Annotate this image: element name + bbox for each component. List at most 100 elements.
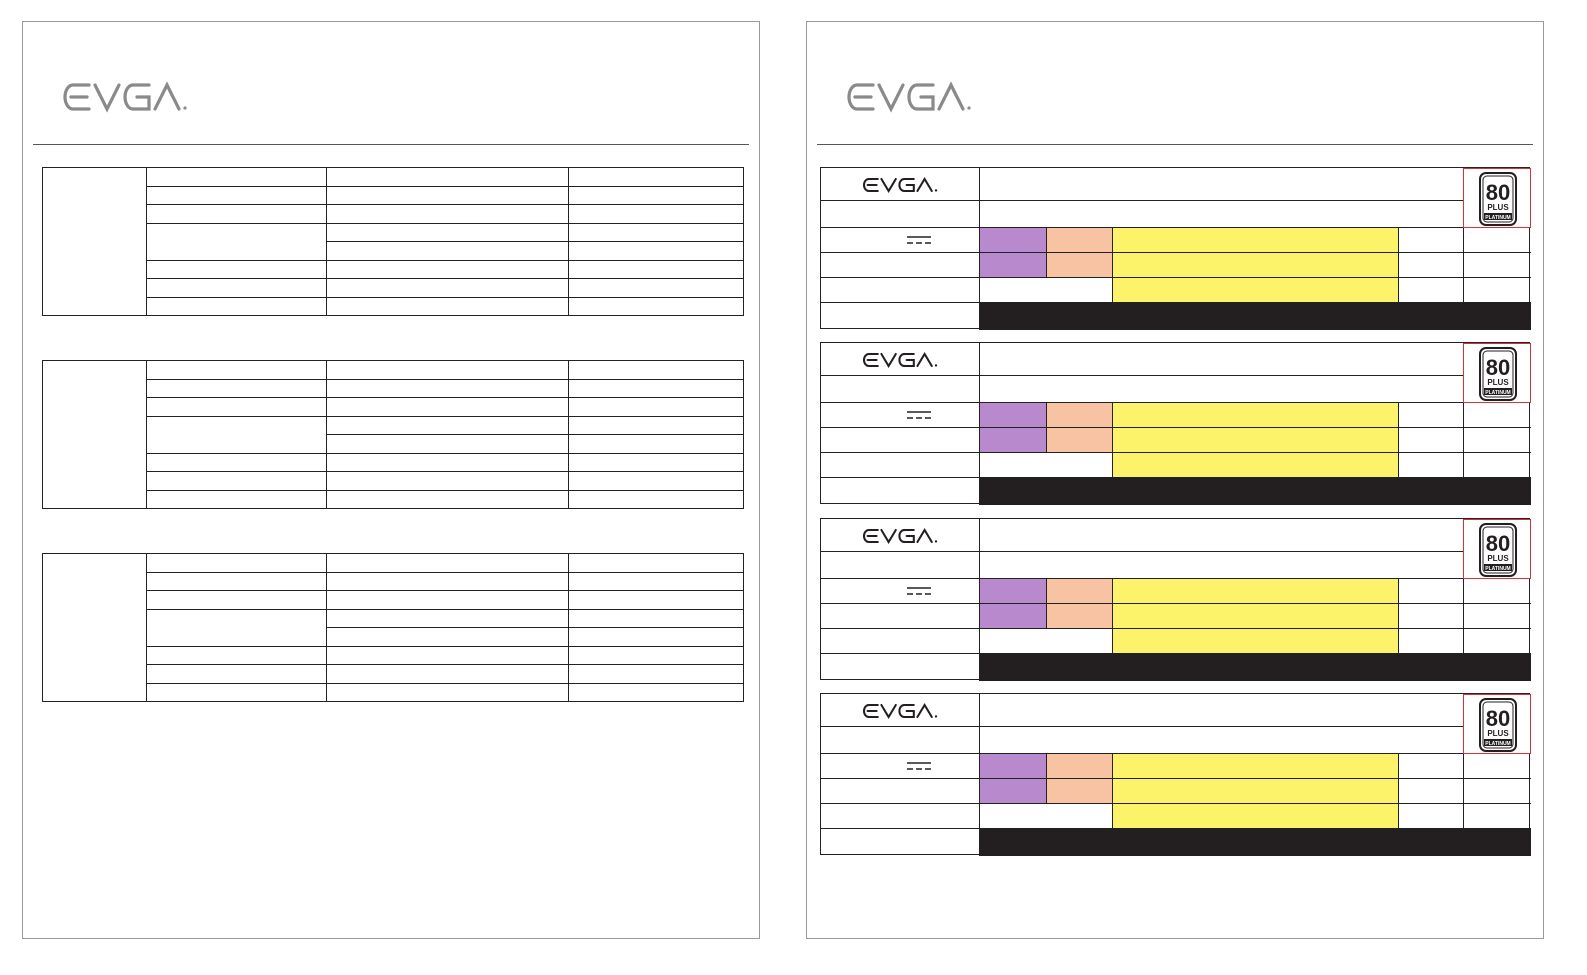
svg-text:PLUS: PLUS bbox=[1487, 729, 1509, 738]
label-grid-row bbox=[980, 629, 1531, 654]
label-row-cell bbox=[821, 453, 980, 478]
svg-text:80: 80 bbox=[1486, 531, 1510, 556]
spec-page-left bbox=[22, 21, 760, 939]
label-model-cell bbox=[821, 552, 980, 579]
label-black-bar bbox=[980, 654, 1531, 681]
table-row bbox=[147, 168, 743, 187]
80plus-badge-frame: 80 PLUS PLATINUM bbox=[1463, 343, 1531, 403]
label-grid-row bbox=[980, 804, 1531, 829]
spec-table bbox=[42, 553, 744, 702]
80plus-badge-frame: 80 PLUS PLATINUM bbox=[1463, 694, 1531, 754]
label-dc-cell bbox=[821, 403, 980, 428]
label-row-cell bbox=[821, 779, 980, 804]
svg-text:80: 80 bbox=[1486, 180, 1510, 205]
label-row-cell bbox=[821, 478, 980, 505]
dc-symbol-icon bbox=[907, 762, 931, 770]
evga-logo bbox=[862, 528, 938, 544]
label-logo-cell bbox=[821, 519, 980, 552]
label-black-bar bbox=[980, 478, 1531, 505]
spec-table bbox=[42, 167, 744, 316]
label-row-cell bbox=[821, 428, 980, 453]
label-model-cell bbox=[821, 727, 980, 754]
merged-cell bbox=[147, 223, 327, 261]
dc-symbol-icon bbox=[907, 587, 931, 595]
label-dc-cell bbox=[821, 754, 980, 779]
svg-text:PLUS: PLUS bbox=[1487, 554, 1509, 563]
table-row bbox=[147, 472, 743, 491]
label-grid-row bbox=[980, 604, 1531, 629]
label-logo-cell bbox=[821, 343, 980, 376]
label-grid-row bbox=[980, 228, 1531, 253]
spec-table-label-cell bbox=[43, 168, 147, 315]
80plus-platinum-badge-icon: 80 PLUS PLATINUM bbox=[1479, 347, 1517, 401]
label-row-cell bbox=[821, 278, 980, 303]
table-row bbox=[147, 361, 743, 380]
svg-text:PLUS: PLUS bbox=[1487, 203, 1509, 212]
label-logo-cell bbox=[821, 168, 980, 201]
label-row-cell bbox=[821, 303, 980, 330]
table-row bbox=[147, 646, 743, 665]
label-grid-row bbox=[980, 428, 1531, 453]
label-page-right: 80 PLUS PLATINUM bbox=[806, 21, 1544, 939]
label-grid-row bbox=[980, 579, 1531, 604]
svg-text:PLATINUM: PLATINUM bbox=[1485, 566, 1510, 572]
dc-symbol-icon bbox=[907, 236, 931, 244]
evga-logo bbox=[862, 177, 938, 193]
table-row bbox=[147, 186, 743, 205]
80plus-badge-frame: 80 PLUS PLATINUM bbox=[1463, 519, 1531, 579]
merged-cell bbox=[147, 609, 327, 647]
label-subtitle-bar bbox=[980, 201, 1463, 228]
label-grid-row bbox=[980, 403, 1531, 428]
label-black-bar bbox=[980, 303, 1531, 330]
80plus-badge-frame: 80 PLUS PLATINUM bbox=[1463, 168, 1531, 228]
label-subtitle-bar bbox=[980, 727, 1463, 754]
psu-label: 80 PLUS PLATINUM bbox=[820, 342, 1531, 505]
label-title-bar bbox=[980, 519, 1463, 552]
svg-text:80: 80 bbox=[1486, 706, 1510, 731]
label-title-bar bbox=[980, 694, 1463, 727]
table-row bbox=[147, 572, 743, 591]
svg-text:PLUS: PLUS bbox=[1487, 378, 1509, 387]
label-dc-cell bbox=[821, 579, 980, 604]
svg-text:80: 80 bbox=[1486, 355, 1510, 380]
table-row bbox=[147, 591, 743, 610]
svg-text:PLATINUM: PLATINUM bbox=[1485, 741, 1510, 747]
table-row bbox=[147, 279, 743, 298]
80plus-platinum-badge-icon: 80 PLUS PLATINUM bbox=[1479, 523, 1517, 577]
label-grid-row bbox=[980, 453, 1531, 478]
label-row-cell bbox=[821, 654, 980, 681]
spec-table-label-cell bbox=[43, 554, 147, 701]
header-rule bbox=[817, 144, 1533, 145]
table-row bbox=[147, 260, 743, 279]
label-subtitle-bar bbox=[980, 552, 1463, 579]
label-row-cell bbox=[821, 804, 980, 829]
table-row bbox=[147, 379, 743, 398]
merged-cell bbox=[147, 416, 327, 454]
evga-logo bbox=[862, 703, 938, 719]
table-row bbox=[147, 665, 743, 684]
label-row-cell bbox=[821, 604, 980, 629]
80plus-platinum-badge-icon: 80 PLUS PLATINUM bbox=[1479, 172, 1517, 226]
label-grid-row bbox=[980, 278, 1531, 303]
psu-label: 80 PLUS PLATINUM bbox=[820, 693, 1531, 856]
label-row-cell bbox=[821, 629, 980, 654]
label-logo-cell bbox=[821, 694, 980, 727]
label-row-cell bbox=[821, 253, 980, 278]
label-title-bar bbox=[980, 343, 1463, 376]
table-row bbox=[147, 297, 743, 316]
label-grid-row bbox=[980, 754, 1531, 779]
dc-symbol-icon bbox=[907, 411, 931, 419]
label-model-cell bbox=[821, 201, 980, 228]
evga-logo bbox=[63, 81, 187, 113]
psu-label: 80 PLUS PLATINUM bbox=[820, 518, 1531, 681]
label-grid-row bbox=[980, 779, 1531, 804]
label-dc-cell bbox=[821, 228, 980, 253]
label-black-bar bbox=[980, 829, 1531, 856]
table-row bbox=[147, 205, 743, 224]
evga-logo bbox=[862, 352, 938, 368]
evga-logo bbox=[847, 81, 971, 113]
psu-label: 80 PLUS PLATINUM bbox=[820, 167, 1531, 330]
table-row bbox=[147, 683, 743, 702]
spec-table-label-cell bbox=[43, 361, 147, 508]
table-row bbox=[147, 490, 743, 509]
